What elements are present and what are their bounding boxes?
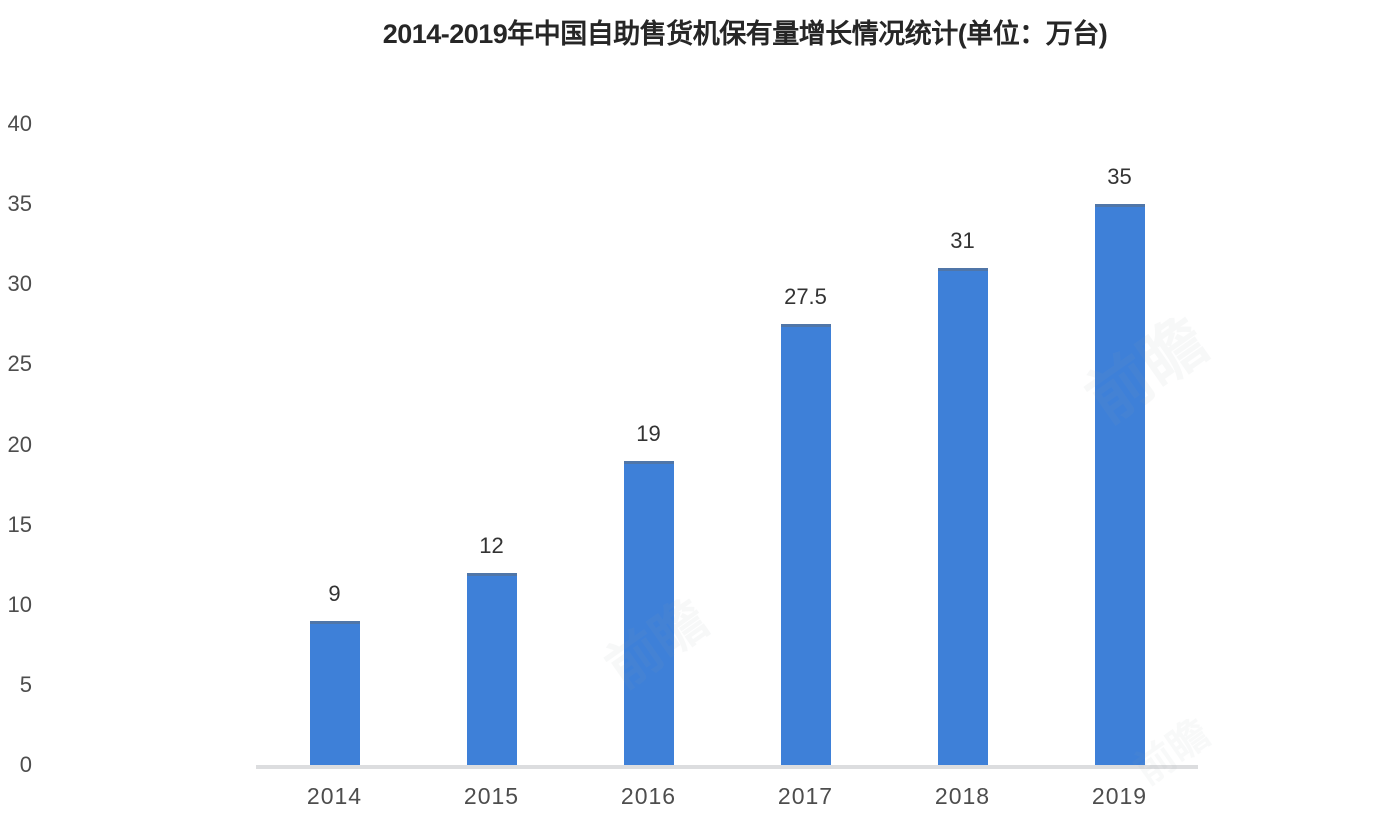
bar-chart-plot-area: 0 5 10 15 20 25 30 35 40 9 2014 12 2015 19 2016 27.5 201… [8,111,1198,809]
bar-slot: 35 2019 [1041,124,1198,809]
x-axis-tick-label: 2014 [306,783,363,809]
chart-title: 2014-2019年中国自助售货机保有量增长情况统计(单位：万台) [382,19,1108,49]
y-axis-tick-label: 20 [7,431,32,457]
x-axis-tick-label: 2019 [1091,783,1148,809]
x-axis-tick-label: 2016 [620,783,677,809]
bar-slot: 19 2016 [570,124,727,809]
y-axis-tick-label: 15 [7,511,32,537]
y-axis-tick-label: 40 [7,111,32,136]
bar-value-label: 35 [1107,164,1132,190]
bar-value-label: 9 [328,580,341,606]
x-axis-tick-label: 2017 [777,783,834,809]
y-axis-tick-label: 30 [7,271,32,297]
bar-value-label: 31 [950,228,975,254]
y-axis-tick-label: 25 [7,351,32,377]
bar-2016 [623,460,674,765]
x-axis-tick-label: 2015 [463,783,520,809]
x-axis-tick-label: 2018 [934,783,991,809]
y-axis-tick-label: 10 [7,591,32,617]
bar-value-label: 27.5 [784,284,827,310]
bar-value-label: 12 [479,532,504,558]
bar-2015 [466,572,517,765]
bar-slot: 12 2015 [413,124,570,809]
bar-2017 [780,324,831,765]
y-axis-tick-label: 0 [19,752,32,777]
bar-slot: 31 2018 [884,124,1041,809]
bar-2014 [309,620,360,765]
bar-value-label: 19 [636,420,661,446]
y-axis-tick-label: 5 [19,671,32,697]
bar-slot: 27.5 2017 [727,124,884,809]
bar-2018 [937,268,988,765]
bar-slot: 9 2014 [256,124,413,809]
bar-2019 [1094,204,1145,765]
y-axis-tick-label: 35 [7,191,32,217]
